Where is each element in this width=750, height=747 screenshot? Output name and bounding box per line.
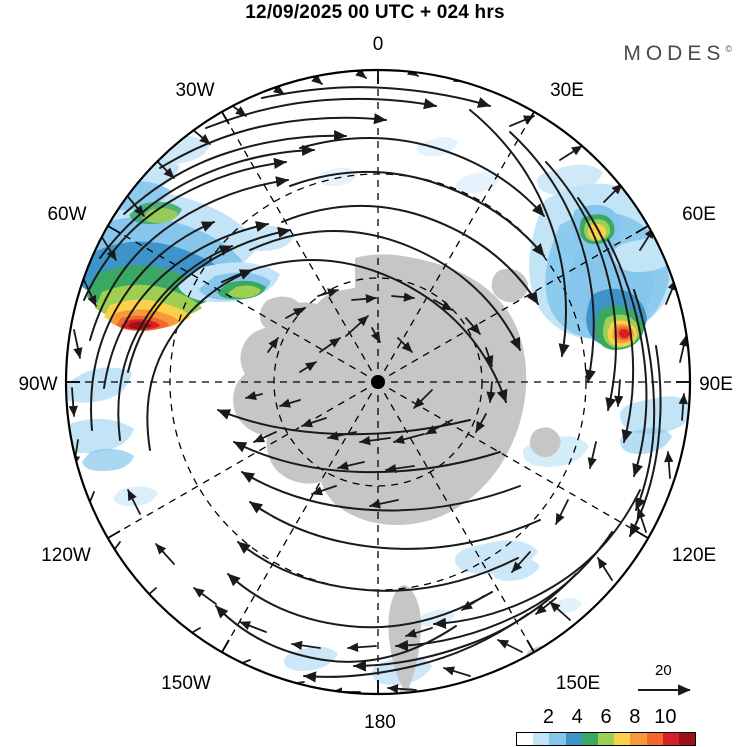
lon-label-30e: 30E [550, 80, 584, 101]
colorbar-cell-8 [646, 733, 663, 745]
lon-label-60e: 60E [682, 204, 716, 225]
south-pole-marker [371, 375, 385, 389]
lon-label-30w: 30W [175, 80, 215, 101]
colorbar-cell-0 [517, 733, 534, 745]
colorbar-cell-9 [662, 733, 679, 745]
colorbar-cell-6 [614, 733, 631, 745]
colorbar-cell-3 [565, 733, 582, 745]
lon-label-90e: 90E [699, 374, 733, 395]
vector-scale-label: 20 [655, 662, 672, 679]
colorbar-cell-5 [597, 733, 615, 745]
colorbar-tick-2: 2 [542, 706, 554, 728]
colorbar [516, 732, 696, 746]
lon-label-150w: 150W [161, 673, 211, 694]
lon-label-150e: 150E [555, 673, 601, 694]
map-content [66, 70, 690, 694]
lon-label-180: 180 [364, 712, 396, 733]
colorbar-cell-7 [630, 733, 647, 745]
colorbar-cell-10 [678, 733, 696, 745]
lon-label-60w: 60W [47, 204, 87, 225]
colorbar-cell-2 [549, 733, 566, 745]
colorbar-cell-1 [533, 733, 550, 745]
copyright-mark: © [725, 44, 732, 54]
wind-vector-field [68, 70, 689, 694]
modes-logo: MODES© [623, 42, 732, 66]
colorbar-tick-10: 10 [654, 706, 677, 728]
colorbar-tick-8: 8 [629, 706, 641, 728]
colorbar-tick-4: 4 [571, 706, 583, 728]
colorbar-tick-6: 6 [600, 706, 612, 728]
longitude-ticks [66, 70, 690, 694]
modes-logo-text: MODES [623, 42, 726, 65]
lon-label-120e: 120E [671, 545, 717, 566]
lon-label-120w: 120W [41, 545, 91, 566]
lon-label-90w: 90W [18, 374, 58, 395]
colorbar-cell-4 [581, 733, 598, 745]
page-title: 12/09/2025 00 UTC + 024 hrs [245, 2, 505, 23]
lon-label-0: 0 [372, 34, 384, 55]
